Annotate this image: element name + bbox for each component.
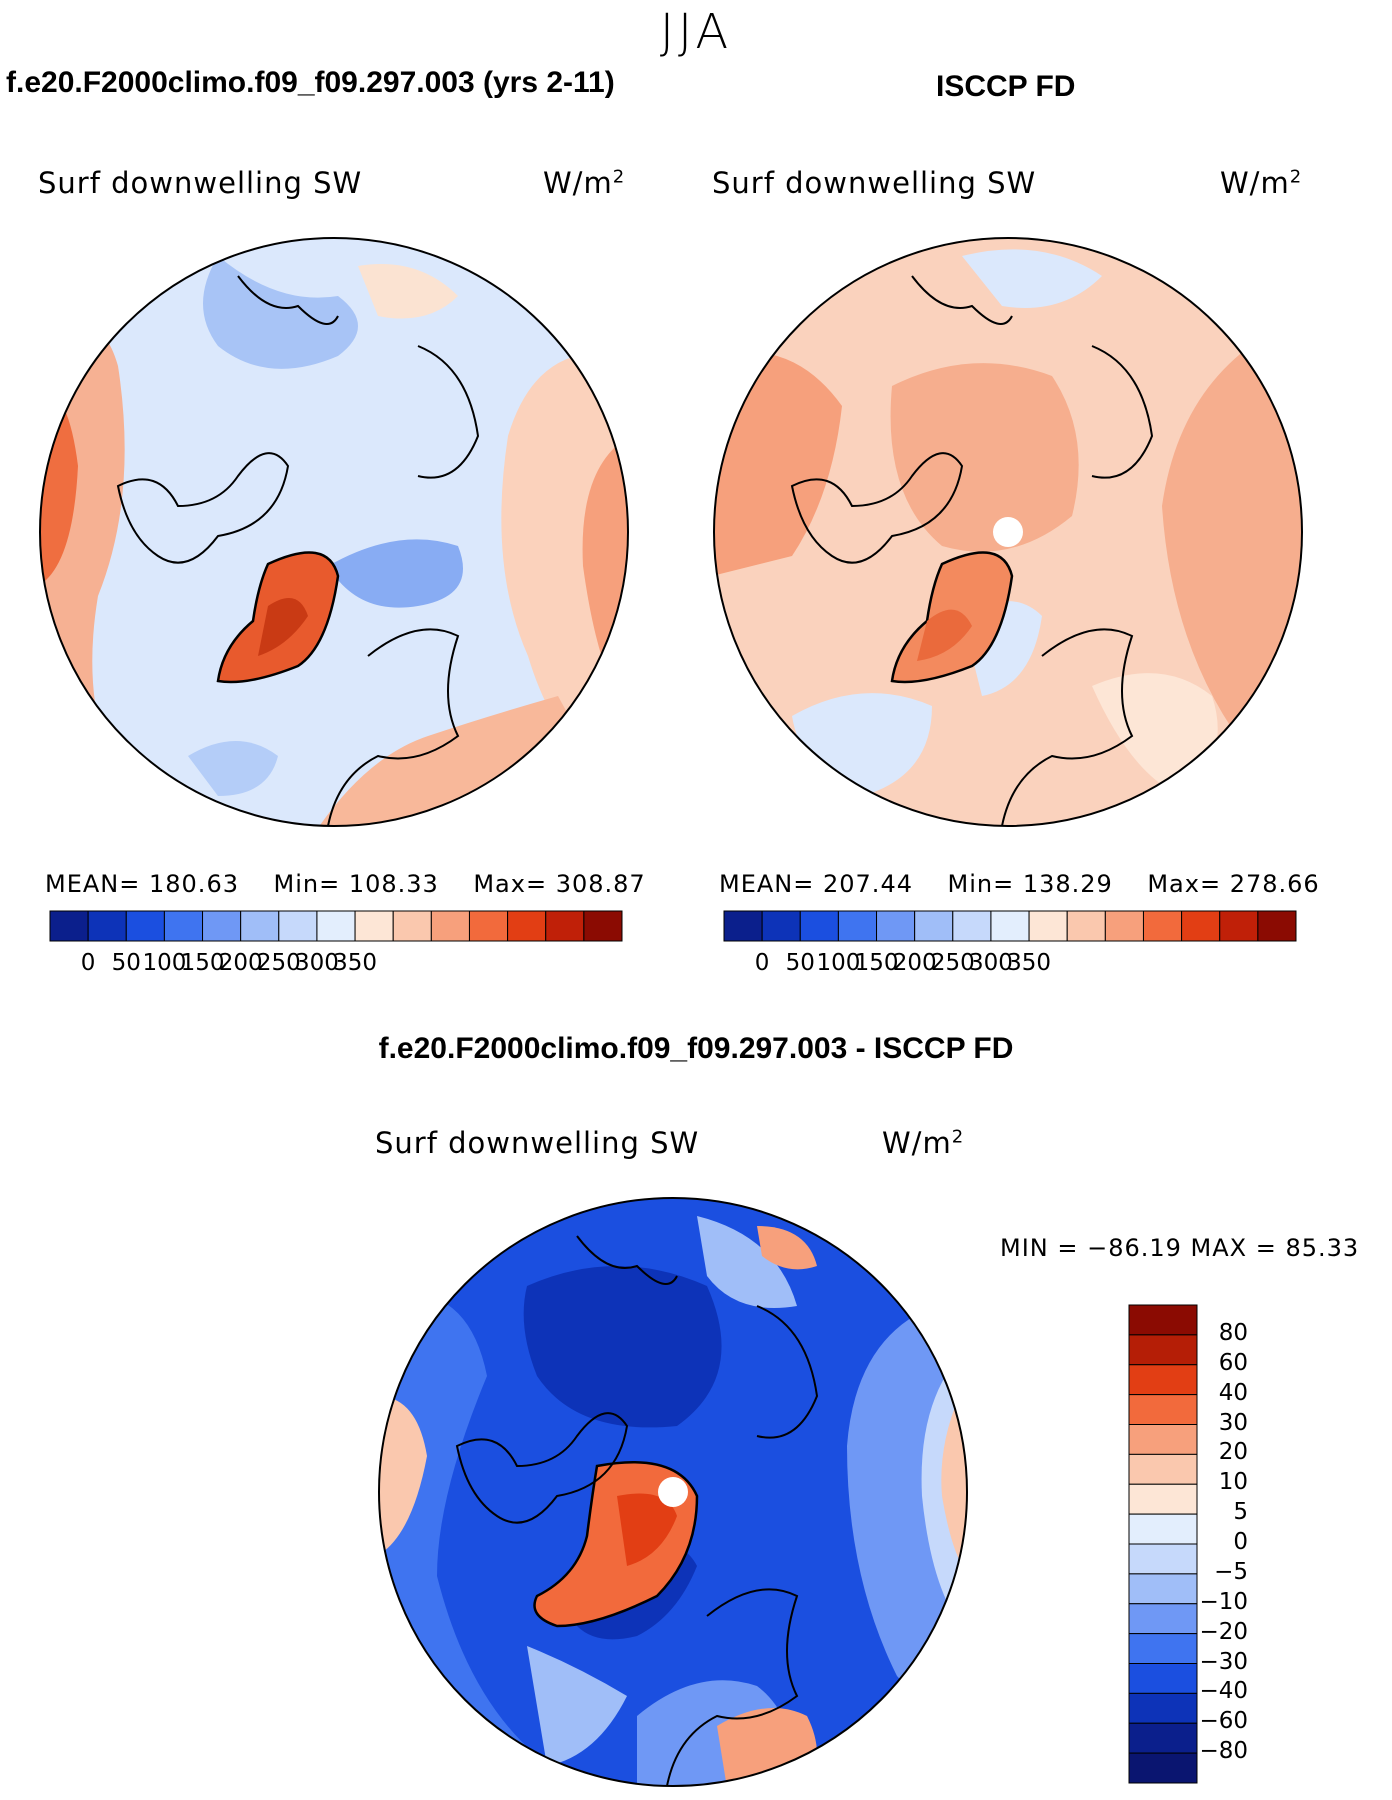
colorbar-tick-label: −40 bbox=[1199, 1678, 1248, 1705]
difference-map bbox=[378, 1197, 968, 1787]
obs-stats: MEAN= 207.44 Min= 138.29 Max= 278.66 bbox=[719, 870, 1320, 898]
colorbar-swatch bbox=[1028, 910, 1068, 942]
colorbar-swatch bbox=[1128, 1453, 1198, 1485]
obs-title: ISCCP FD bbox=[936, 70, 1076, 103]
model-map bbox=[39, 237, 629, 827]
colorbar-tick-label: 30 bbox=[1218, 1409, 1248, 1436]
colorbar-swatch bbox=[1128, 1692, 1198, 1724]
colorbar-tick-label: −80 bbox=[1199, 1738, 1248, 1765]
colorbar-swatch bbox=[392, 910, 432, 942]
colorbar-swatch bbox=[278, 910, 318, 942]
colorbar-tick-label: 20 bbox=[1218, 1439, 1248, 1466]
colorbar-swatch bbox=[583, 910, 623, 942]
colorbar-tick-label: 100 bbox=[142, 950, 187, 976]
colorbar-tick-label: 80 bbox=[1218, 1319, 1248, 1346]
colorbar-tick-label: −30 bbox=[1199, 1648, 1248, 1675]
colorbar-swatch bbox=[430, 910, 470, 942]
colorbar-swatch bbox=[49, 910, 89, 942]
colorbar-swatch bbox=[1128, 1722, 1198, 1754]
units-label-diff: W/m2 bbox=[882, 1126, 965, 1160]
colorbar-swatch bbox=[1128, 1752, 1198, 1784]
colorbar-swatch bbox=[990, 910, 1030, 942]
colorbar-tick-label: 40 bbox=[1218, 1379, 1248, 1406]
colorbar-swatch bbox=[468, 910, 509, 942]
colorbar-tick-label: 0 bbox=[754, 950, 770, 976]
colorbar-tick-label: 300 bbox=[294, 950, 339, 976]
colorbar-tick-label: −60 bbox=[1199, 1708, 1248, 1735]
colorbar-swatch bbox=[1128, 1663, 1198, 1694]
colorbar-swatch bbox=[354, 910, 394, 942]
colorbar-tick-label: 5 bbox=[1233, 1499, 1248, 1526]
colorbar-swatch bbox=[1128, 1513, 1198, 1545]
colorbar-tick-label: 350 bbox=[1007, 950, 1052, 976]
colorbar-tick-label: 10 bbox=[1218, 1469, 1248, 1496]
colorbar-swatch bbox=[1128, 1543, 1198, 1575]
colorbar-tick-label: 250 bbox=[930, 950, 975, 976]
colorbar-swatch bbox=[952, 910, 992, 942]
colorbar-swatch bbox=[1104, 910, 1144, 942]
colorbar-tick-label: 100 bbox=[816, 950, 861, 976]
colorbar-tick-label: 50 bbox=[111, 950, 141, 976]
colorbar-swatch bbox=[163, 910, 204, 942]
colorbar-swatch bbox=[240, 910, 280, 942]
season-title: JJA bbox=[659, 4, 733, 60]
colorbar-tick-label: 0 bbox=[1233, 1529, 1248, 1555]
model-stats: MEAN= 180.63 Min= 108.33 Max= 308.87 bbox=[45, 870, 646, 898]
colorbar-swatch bbox=[1128, 1364, 1198, 1396]
model-title: f.e20.F2000climo.f09_f09.297.003 (yrs 2-… bbox=[6, 66, 615, 99]
colorbar-swatch bbox=[1128, 1573, 1198, 1605]
colorbar-tick-label: 150 bbox=[854, 950, 899, 976]
colorbar-tick-label: 50 bbox=[785, 950, 815, 976]
colorbar-swatch bbox=[507, 910, 547, 942]
colorbar-swatch bbox=[1219, 910, 1259, 942]
colorbar-tick-label: 350 bbox=[333, 950, 378, 976]
colorbar-model bbox=[49, 910, 623, 942]
colorbar-swatch bbox=[1128, 1424, 1198, 1455]
colorbar-tick-label: −10 bbox=[1199, 1588, 1248, 1615]
colorbar-swatch bbox=[1128, 1334, 1198, 1366]
colorbar-swatch bbox=[1128, 1633, 1198, 1664]
colorbar-swatch bbox=[1066, 910, 1106, 942]
colorbar-swatch bbox=[1128, 1483, 1198, 1515]
colorbar-obs bbox=[723, 910, 1297, 942]
colorbar-tick-label: −20 bbox=[1199, 1618, 1248, 1645]
colorbar-tick-label: 250 bbox=[256, 950, 301, 976]
colorbar-swatch bbox=[125, 910, 165, 942]
colorbar-swatch bbox=[545, 910, 585, 942]
variable-label-right: Surf downwelling SW bbox=[712, 166, 1037, 200]
variable-label-diff: Surf downwelling SW bbox=[375, 1126, 700, 1160]
units-label-left: W/m2 bbox=[543, 166, 626, 200]
colorbar-tick-label: 150 bbox=[180, 950, 225, 976]
colorbar-swatch bbox=[1128, 1304, 1198, 1336]
difference-title: f.e20.F2000climo.f09_f09.297.003 - ISCCP… bbox=[378, 1032, 1014, 1065]
variable-label-left: Surf downwelling SW bbox=[38, 166, 363, 200]
obs-map bbox=[713, 237, 1303, 827]
colorbar-tick-label: 200 bbox=[892, 950, 937, 976]
colorbar-tick-label: 300 bbox=[968, 950, 1013, 976]
colorbar-swatch bbox=[914, 910, 954, 942]
colorbar-tick-label: 0 bbox=[80, 950, 96, 976]
colorbar-swatch bbox=[799, 910, 839, 942]
colorbar-swatch bbox=[1128, 1394, 1198, 1425]
colorbar-tick-label: 60 bbox=[1218, 1349, 1248, 1376]
colorbar-swatch bbox=[723, 910, 763, 942]
colorbar-swatch bbox=[876, 910, 916, 942]
colorbar-swatch bbox=[1257, 910, 1297, 942]
difference-minmax: MIN = −86.19 MAX = 85.33 bbox=[1000, 1234, 1360, 1262]
colorbar-swatch bbox=[1142, 910, 1183, 942]
colorbar-difference bbox=[1128, 1304, 1198, 1784]
colorbar-tick-label: −5 bbox=[1214, 1558, 1248, 1585]
colorbar-swatch bbox=[1128, 1603, 1198, 1635]
colorbar-tick-label: 200 bbox=[218, 950, 263, 976]
colorbar-swatch bbox=[761, 910, 801, 942]
colorbar-swatch bbox=[1181, 910, 1221, 942]
colorbar-swatch bbox=[837, 910, 878, 942]
colorbar-swatch bbox=[202, 910, 242, 942]
colorbar-swatch bbox=[316, 910, 356, 942]
colorbar-swatch bbox=[87, 910, 127, 942]
units-label-right: W/m2 bbox=[1220, 166, 1303, 200]
